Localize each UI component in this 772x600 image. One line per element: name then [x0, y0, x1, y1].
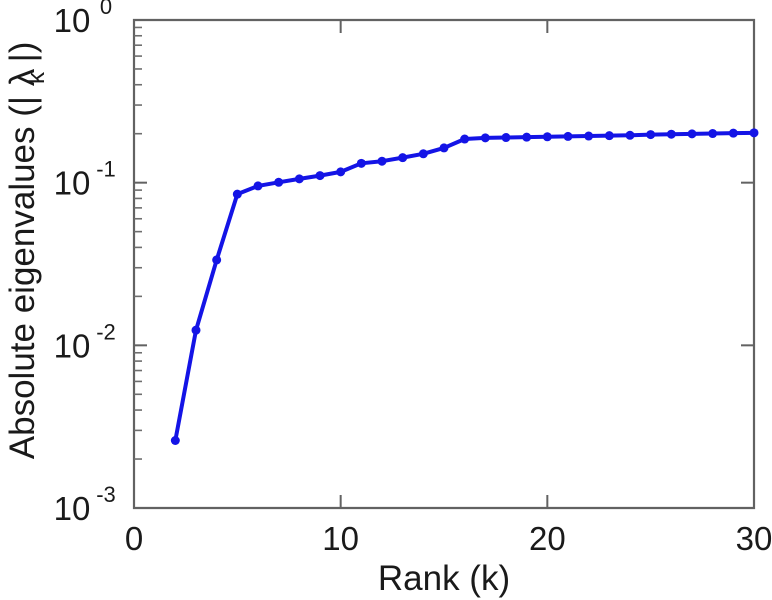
data-point-marker: [212, 255, 222, 265]
y-tick-label: 10 -3: [54, 482, 116, 527]
data-point-marker: [728, 128, 738, 138]
y-tick-label: 10 -1: [54, 157, 116, 202]
x-axis-tick-labels: 0 10 20 30: [125, 520, 772, 557]
x-tick-label: 20: [529, 520, 566, 557]
y-tick-label: 10 0: [54, 0, 112, 39]
data-point-marker: [398, 153, 408, 163]
data-point-marker: [232, 189, 242, 199]
y-tick-label-mantissa: 10: [54, 165, 91, 202]
svg-text:k: k: [23, 71, 50, 84]
y-tick-label-mantissa: 10: [54, 327, 91, 364]
data-point-marker: [666, 129, 676, 139]
data-point-marker: [522, 132, 532, 142]
y-tick-label-exponent: -2: [96, 319, 116, 344]
y-axis-ticks: [134, 19, 754, 509]
data-point-marker: [563, 131, 573, 141]
x-axis-label: Rank (k): [378, 559, 510, 598]
data-point-marker: [439, 143, 449, 153]
data-point-marker: [377, 156, 387, 166]
data-point-marker: [646, 130, 656, 140]
y-tick-label-exponent: 0: [100, 0, 112, 19]
x-tick-label: 30: [736, 520, 772, 557]
data-point-marker: [501, 133, 511, 143]
series-line: [173, 130, 756, 443]
data-point-marker: [708, 129, 718, 139]
data-point-marker: [253, 181, 263, 191]
y-tick-label-mantissa: 10: [54, 2, 91, 39]
y-axis-label-tail: |): [3, 42, 42, 63]
y-tick-label: 10 -2: [54, 319, 116, 364]
data-point-marker: [418, 149, 428, 159]
data-point-marker: [170, 436, 180, 445]
y-tick-label-exponent: -1: [96, 157, 116, 182]
x-axis-ticks: [133, 20, 755, 508]
svg-text:Absolute eigenvalues (| λ: Absolute eigenvalues (| λ: [3, 68, 42, 459]
data-point-marker: [356, 158, 366, 168]
data-point-marker: [542, 132, 552, 142]
x-tick-label: 0: [125, 520, 143, 557]
data-point-marker: [687, 129, 697, 139]
data-point-marker: [480, 133, 490, 143]
svg-text:|): |): [3, 42, 42, 63]
data-point-marker: [584, 131, 594, 141]
data-point-marker: [625, 130, 635, 140]
y-axis-label-subscript: k: [23, 71, 50, 84]
data-point-marker: [294, 174, 304, 184]
data-point-marker: [336, 167, 346, 177]
data-point-marker: [749, 128, 759, 138]
data-point-marker: [274, 177, 284, 187]
data-point-marker: [460, 134, 470, 144]
y-tick-label-mantissa: 10: [54, 490, 91, 527]
data-point-marker: [191, 325, 201, 335]
data-point-marker: [315, 171, 325, 181]
y-tick-label-exponent: -3: [96, 482, 116, 507]
y-axis-label-main: Absolute eigenvalues (| λ: [3, 68, 42, 459]
axes-frame: [132, 18, 756, 510]
data-point-marker: [604, 131, 614, 141]
data-series-group: [170, 128, 759, 445]
x-tick-label: 10: [322, 520, 359, 557]
y-axis-label-group: Absolute eigenvalues (| λ k |): [3, 42, 50, 460]
